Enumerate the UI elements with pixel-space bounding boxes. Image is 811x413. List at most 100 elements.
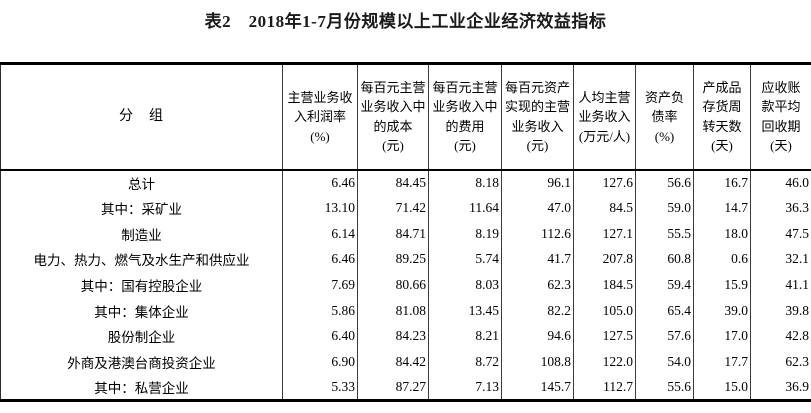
data-cell: 60.8	[635, 246, 694, 273]
data-cell: 82.2	[501, 297, 574, 324]
table-row-mining: 其中：采矿业 13.10 71.42 11.64 47.0 84.5 59.0 …	[1, 195, 811, 221]
data-cell: 127.6	[573, 169, 636, 196]
data-cell: 184.5	[573, 272, 636, 298]
row-label: 外商及港澳台商投资企业	[67, 356, 216, 372]
data-cell: 62.3	[501, 272, 574, 298]
data-cell: 14.7	[693, 195, 751, 221]
data-cell: 5.33	[282, 375, 358, 401]
row-label: 总计	[128, 176, 155, 192]
header-cell-cost-per-100: 每百元主营 业务收入中 的成本 (元)	[357, 63, 429, 171]
table-header: 分 组 主营业务收 入利润率 (%) 每百元主营 业务收入中 的成本 (元) 每…	[0, 63, 811, 171]
data-cell: 32.1	[750, 246, 811, 273]
row-label: 其中：国有控股企业	[80, 279, 203, 295]
header-cell-debt-ratio: 资产负 债率 (%)	[635, 63, 694, 171]
data-cell: 6.90	[282, 349, 358, 375]
data-cell: 6.14	[282, 220, 358, 247]
data-cell: 127.5	[573, 323, 636, 350]
data-cell: 39.0	[693, 297, 751, 324]
data-cell: 112.7	[573, 375, 636, 401]
data-cell: 84.71	[357, 220, 429, 247]
data-cell: 127.1	[573, 220, 636, 247]
data-cell: 94.6	[501, 323, 574, 350]
data-cell: 8.19	[428, 220, 502, 247]
data-cell: 55.5	[635, 220, 694, 247]
data-cell: 15.9	[693, 272, 751, 298]
data-cell: 84.23	[357, 323, 429, 350]
data-cell: 8.03	[428, 272, 502, 298]
data-cell: 84.5	[573, 195, 636, 221]
row-label: 其中：集体企业	[94, 304, 189, 320]
header-cell-receivable-period: 应收账 款平均 回收期 (天)	[750, 63, 811, 171]
row-label: 电力、热力、燃气及水生产和供应业	[33, 253, 250, 269]
data-cell: 55.6	[635, 375, 694, 401]
header-cell-revenue-per-capita: 人均主营 业务收入 (万元/人)	[573, 63, 636, 171]
data-cell: 47.5	[750, 220, 811, 247]
data-cell: 7.13	[428, 375, 502, 401]
data-cell: 15.0	[693, 375, 751, 401]
data-cell: 8.21	[428, 323, 502, 350]
data-cell: 87.27	[357, 375, 429, 401]
data-cell: 62.3	[750, 349, 811, 375]
data-cell: 6.40	[282, 323, 358, 350]
data-cell: 80.66	[357, 272, 429, 298]
row-label: 股份制企业	[107, 330, 176, 346]
data-cell: 7.69	[282, 272, 358, 298]
table-row-collective: 其中：集体企业 5.86 81.08 13.45 82.2 105.0 65.4…	[1, 297, 811, 324]
data-cell: 0.6	[693, 246, 751, 273]
header-row: 分 组 主营业务收 入利润率 (%) 每百元主营 业务收入中 的成本 (元) 每…	[0, 63, 811, 171]
data-cell: 46.0	[750, 169, 811, 196]
data-cell: 39.8	[750, 297, 811, 324]
data-cell: 112.6	[501, 220, 574, 247]
data-cell: 5.86	[282, 297, 358, 324]
data-cell: 13.45	[428, 297, 502, 324]
data-cell: 36.9	[750, 375, 811, 401]
data-cell: 5.74	[428, 246, 502, 273]
header-cell-revenue-per-asset: 每百元资产 实现的主营 业务收入 (元)	[501, 63, 574, 171]
data-cell: 11.64	[428, 195, 502, 221]
data-cell: 42.8	[750, 323, 811, 350]
data-cell: 71.42	[357, 195, 429, 221]
data-cell: 47.0	[501, 195, 574, 221]
data-cell: 105.0	[573, 297, 636, 324]
data-cell: 54.0	[635, 349, 694, 375]
table-row-manufacturing: 制造业 6.14 84.71 8.19 112.6 127.1 55.5 18.…	[1, 220, 811, 247]
table-row-utilities: 电力、热力、燃气及水生产和供应业 6.46 89.25 5.74 41.7 20…	[1, 246, 811, 273]
table-row-private: 其中：私营企业 5.33 87.27 7.13 145.7 112.7 55.6…	[1, 375, 811, 401]
data-cell: 84.42	[357, 349, 429, 375]
row-label: 其中：采矿业	[101, 202, 182, 218]
data-cell: 81.08	[357, 297, 429, 324]
data-cell: 8.72	[428, 349, 502, 375]
table-row-total: 总计 6.46 84.45 8.18 96.1 127.6 56.6 16.7 …	[1, 169, 811, 196]
table-row-shareholding: 股份制企业 6.40 84.23 8.21 94.6 127.5 57.6 17…	[1, 323, 811, 350]
economic-indicators-table: 分 组 主营业务收 入利润率 (%) 每百元主营 业务收入中 的成本 (元) 每…	[0, 62, 811, 403]
table-body: 总计 6.46 84.45 8.18 96.1 127.6 56.6 16.7 …	[1, 169, 811, 401]
data-cell: 8.18	[428, 169, 502, 196]
data-cell: 18.0	[693, 220, 751, 247]
data-cell: 6.46	[282, 246, 358, 273]
data-cell: 207.8	[573, 246, 636, 273]
data-cell: 56.6	[635, 169, 694, 196]
data-cell: 122.0	[573, 349, 636, 375]
data-cell: 57.6	[635, 323, 694, 350]
data-cell: 84.45	[357, 169, 429, 196]
data-cell: 108.8	[501, 349, 574, 375]
data-cell: 89.25	[357, 246, 429, 273]
row-label: 制造业	[121, 227, 162, 243]
data-cell: 6.46	[282, 169, 358, 196]
row-label: 其中：私营企业	[94, 381, 189, 397]
header-cell-expense-per-100: 每百元主营 业务收入中 的费用 (元)	[428, 63, 502, 171]
table-row-state-holding: 其中：国有控股企业 7.69 80.66 8.03 62.3 184.5 59.…	[1, 272, 811, 298]
data-cell: 13.10	[282, 195, 358, 221]
header-cell-inventory-days: 产成品 存货周 转天数 (天)	[693, 63, 751, 171]
data-cell: 41.1	[750, 272, 811, 298]
header-cell-group: 分 组	[0, 63, 283, 171]
data-cell: 17.7	[693, 349, 751, 375]
data-cell: 59.4	[635, 272, 694, 298]
table-title: 表2 2018年1-7月份规模以上工业企业经济效益指标	[204, 12, 607, 31]
data-cell: 59.0	[635, 195, 694, 221]
data-cell: 41.7	[501, 246, 574, 273]
data-cell: 65.4	[635, 297, 694, 324]
data-cell: 96.1	[501, 169, 574, 196]
data-cell: 145.7	[501, 375, 574, 401]
